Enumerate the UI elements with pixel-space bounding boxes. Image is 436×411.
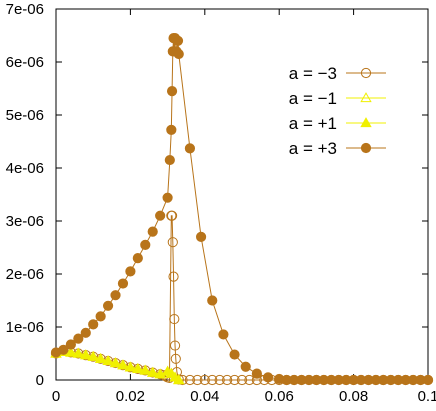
x-tick-label: 0 [52,388,60,405]
data-point [251,368,262,379]
y-tick-label: 4e-06 [6,160,44,177]
data-point [262,372,274,383]
data-point [184,143,196,154]
legend-label: a = −3 [289,64,337,83]
y-tick-label: 5e-06 [6,107,44,124]
data-point [65,346,77,357]
data-point [166,210,178,221]
data-point [162,192,173,203]
x-tick-label: 0.04 [190,388,219,405]
data-point [236,374,248,386]
data-point [154,368,166,379]
data-point [195,231,207,242]
data-point [58,344,69,355]
data-point [169,313,180,325]
data-point [94,352,107,363]
data-point [88,319,99,330]
data-point [166,124,177,135]
data-point [207,295,218,306]
series-3 [50,346,185,385]
data-point [169,340,181,351]
data-point [80,349,92,360]
data-point [229,374,240,386]
series-4 [50,33,434,386]
data-point [192,374,203,386]
data-point [244,374,255,386]
data-point [168,271,179,282]
data-point [125,266,136,277]
plot-frame [55,8,429,381]
data-point [166,86,178,97]
data-point [117,359,129,370]
data-point [65,339,76,350]
data-point [95,311,106,322]
data-point [240,361,251,372]
x-tick-label: 0.02 [116,388,145,405]
data-point [147,226,158,237]
legend-label: a = −1 [289,89,337,108]
data-point [173,374,185,385]
series-layer [50,33,434,386]
data-point [102,355,114,366]
data-point [360,67,372,79]
data-point [173,48,184,60]
data-point [218,329,229,340]
x-tick-label: 0.06 [265,388,294,405]
y-tick-label: 1e-06 [6,319,44,336]
y-tick-label: 6e-06 [6,54,44,71]
data-point [170,353,181,364]
data-point [199,374,210,386]
data-point [229,349,240,360]
legend-label: a = +1 [289,114,337,133]
data-point [132,363,144,373]
x-tick-label: 0.08 [339,388,368,405]
data-point [167,237,178,248]
data-point [132,253,143,264]
legend-label: a = +3 [289,139,337,158]
data-point [207,374,218,386]
data-point [102,300,114,311]
data-point [164,154,175,166]
data-point [139,364,151,375]
data-point [155,210,166,221]
data-point [109,357,122,368]
axes: 0 0.02 0.04 0.06 0.08 0.1 0 1e-06 2e-06 3e-06 4e-0… [6,1,436,405]
data-point [72,347,85,358]
y-tick-label: 3e-06 [6,213,44,230]
y-tick-label: 7e-06 [6,1,44,18]
series-line [55,38,428,381]
data-point [124,361,137,372]
data-point [87,350,99,361]
data-point [222,374,233,386]
data-point [360,117,372,128]
x-tick-label: 0.1 [418,388,436,405]
data-point [184,374,196,386]
data-point [214,374,225,386]
data-point [110,290,121,301]
data-point [80,327,91,338]
data-point [422,374,434,386]
y-tick-label: 2e-06 [6,266,44,283]
data-point [172,35,184,46]
data-point [147,366,159,377]
data-point [360,142,372,154]
data-point [73,333,84,344]
data-point [360,92,372,103]
data-point [117,278,129,289]
legend: a = −3 a = −1 a = +1 a = +3 [289,64,386,158]
y-tick-label: 0 [36,372,44,389]
data-point [140,239,151,250]
